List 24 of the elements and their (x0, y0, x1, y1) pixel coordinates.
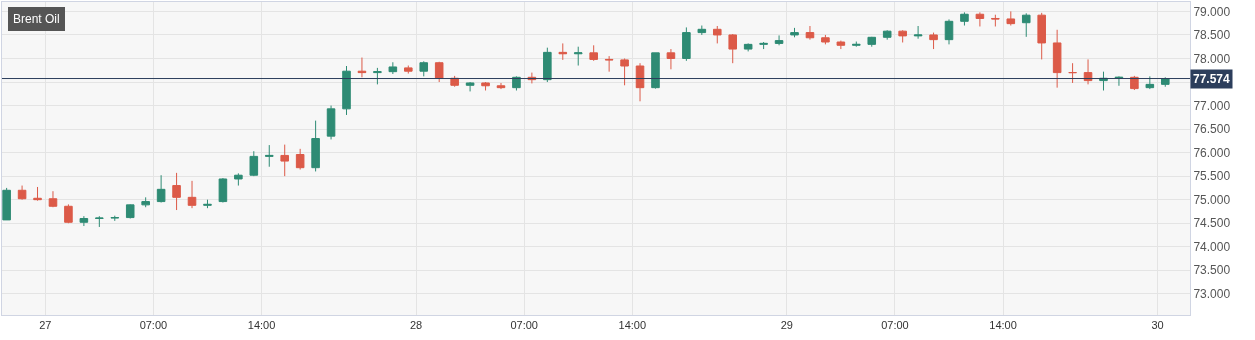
x-tick-label: 14:00 (989, 319, 1017, 332)
y-tick-label: 76.000 (1193, 145, 1231, 160)
y-tick-label: 78.000 (1193, 51, 1231, 66)
y-tick-label: 73.000 (1193, 287, 1231, 302)
y-tick-label: 77.000 (1193, 98, 1231, 113)
x-tick-label: 30 (1151, 319, 1164, 332)
y-tick-label: 73.500 (1193, 263, 1231, 278)
x-tick-label: 27 (39, 319, 52, 332)
y-tick-label: 78.500 (1193, 28, 1231, 43)
y-tick-label: 76.500 (1193, 122, 1231, 137)
x-tick-label: 29 (780, 319, 793, 332)
y-tick-label: 74.000 (1193, 239, 1231, 254)
x-tick-label: 07:00 (881, 319, 909, 332)
x-tick-label: 07:00 (510, 319, 538, 332)
x-tick-label: 14:00 (618, 319, 647, 332)
y-tick-label: 74.500 (1193, 216, 1231, 231)
y-tick-label: 75.000 (1193, 192, 1231, 207)
text: Brent Oil (13, 12, 60, 26)
y-tick-label: 75.500 (1193, 169, 1231, 184)
x-tick-label: 07:00 (139, 319, 168, 332)
y-tick-label: 79.000 (1193, 4, 1231, 19)
ref-line-label: 77.574 (1193, 72, 1231, 86)
x-tick-label: 14:00 (247, 319, 276, 332)
x-tick-label: 28 (409, 319, 423, 332)
